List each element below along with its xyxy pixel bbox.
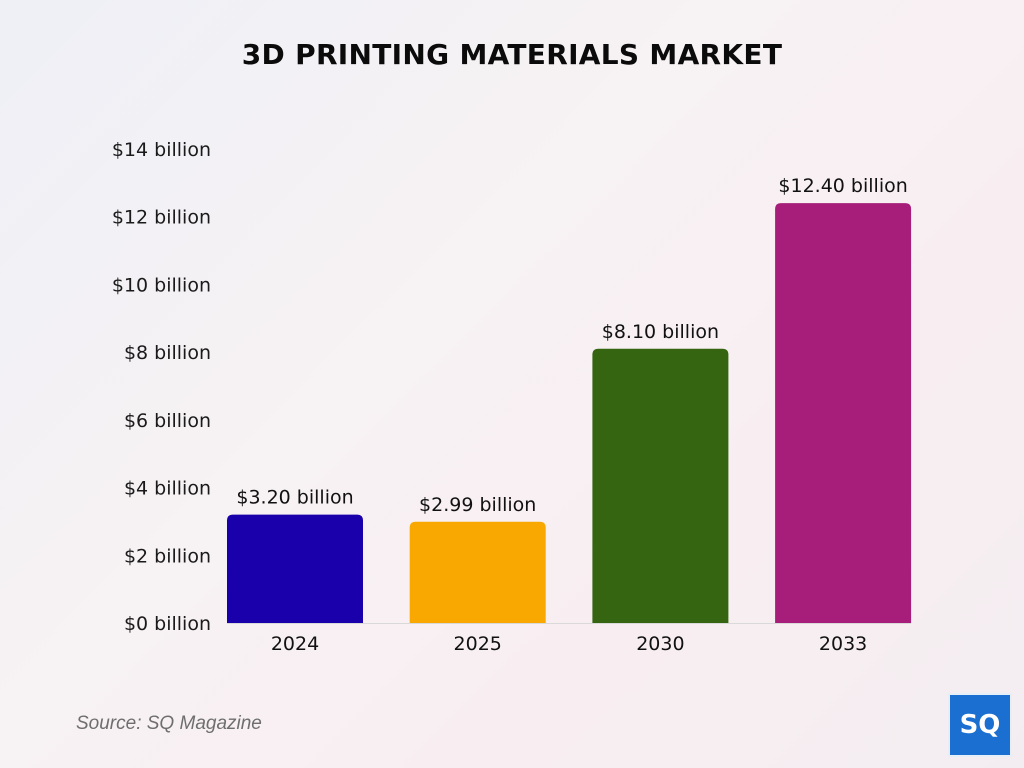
sq-magazine-logo: SQ [948, 693, 1012, 757]
data-label-2025: $2.99 billion [419, 494, 536, 516]
bar-2025 [409, 521, 546, 623]
data-label-2033: $12.40 billion [778, 175, 907, 197]
x-tick-label: 2030 [636, 633, 684, 655]
chart-title: 3D PRINTING MATERIALS MARKET [241, 38, 783, 71]
y-tick-label: $4 billion [124, 478, 211, 500]
y-tick-label: $6 billion [124, 410, 211, 432]
data-label-2030: $8.10 billion [602, 321, 719, 343]
y-tick-label: $0 billion [124, 613, 211, 635]
y-tick-label: $12 billion [112, 207, 211, 229]
x-tick-label: 2024 [271, 633, 319, 655]
bar-2030 [592, 348, 729, 623]
y-tick-label: $14 billion [112, 139, 211, 161]
y-tick-label: $10 billion [112, 274, 211, 296]
y-tick-label: $2 billion [124, 545, 211, 567]
source-caption: Source: SQ Magazine [76, 713, 262, 734]
bar-2033 [775, 203, 912, 623]
x-tick-label: 2025 [454, 633, 502, 655]
data-label-2024: $3.20 billion [236, 487, 353, 509]
x-tick-label: 2033 [819, 633, 867, 655]
bar-2024 [227, 514, 363, 623]
y-tick-label: $8 billion [124, 342, 211, 364]
